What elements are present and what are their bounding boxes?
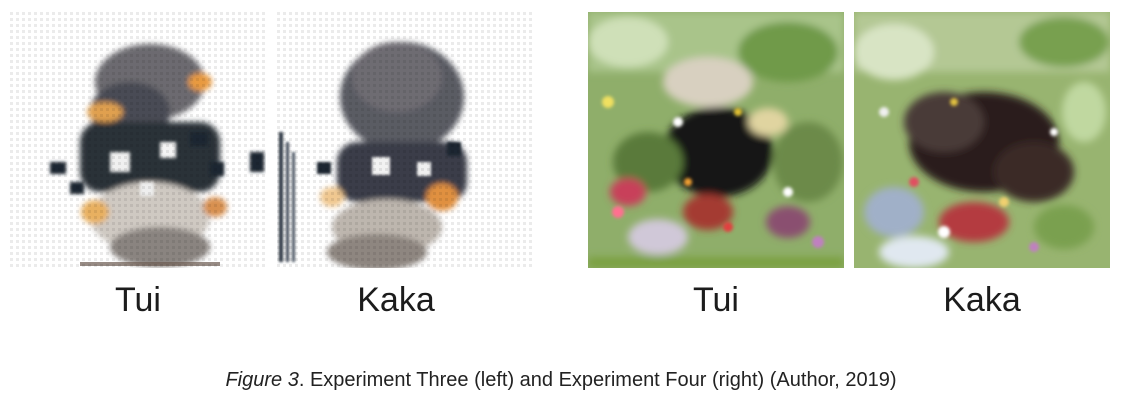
exp4-kaka-image: [854, 12, 1110, 268]
exp3-kaka-generated-bird: [277, 12, 533, 268]
exp3-tui-generated-bird: [10, 12, 266, 268]
exp3-tui-label: Tui: [115, 281, 161, 319]
figure-caption-text: . Experiment Three (left) and Experiment…: [298, 369, 897, 391]
exp3-tui-image: [10, 12, 266, 268]
exp4-tui-generated-scene: [588, 12, 844, 268]
exp3-kaka-label: Kaka: [357, 281, 435, 319]
exp3-kaka-image: [277, 12, 533, 268]
exp4-kaka-label: Kaka: [943, 281, 1021, 319]
exp4-tui-image: [588, 12, 844, 268]
exp4-tui-label: Tui: [693, 281, 739, 319]
figure-caption-number: Figure 3: [225, 369, 299, 391]
figure-caption: Figure 3. Experiment Three (left) and Ex…: [0, 366, 1122, 394]
exp4-kaka-generated-scene: [854, 12, 1110, 268]
